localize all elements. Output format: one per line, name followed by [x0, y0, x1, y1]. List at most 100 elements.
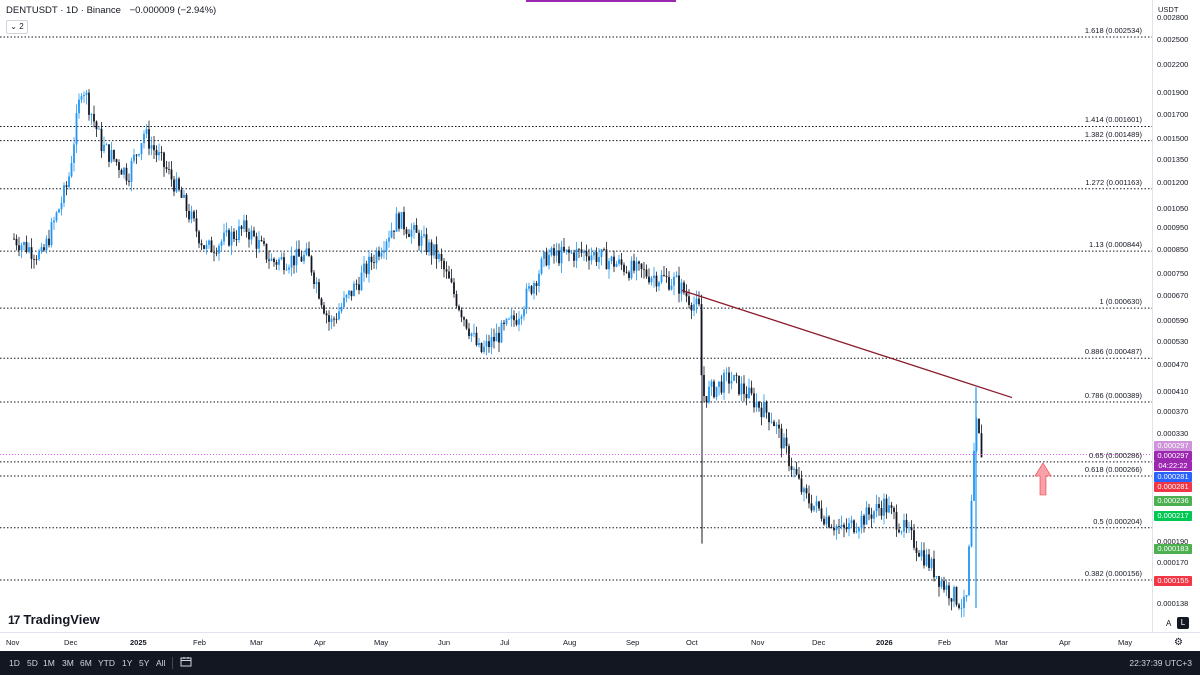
- range-button-1d[interactable]: 1D: [9, 658, 20, 668]
- range-button-5d[interactable]: 5D: [27, 658, 38, 668]
- currency-label[interactable]: USDT: [1158, 5, 1179, 14]
- price-tick-label: 0.000410: [1157, 386, 1189, 396]
- candle-body: [815, 501, 818, 506]
- candle-body: [200, 243, 203, 246]
- candle-body: [513, 315, 515, 321]
- candle-body: [933, 558, 935, 578]
- log-scale-button[interactable]: L: [1177, 617, 1189, 629]
- candle-body: [940, 580, 943, 587]
- candle-body: [938, 576, 940, 587]
- candle-body: [655, 275, 658, 287]
- candle-body: [425, 234, 428, 253]
- candle-body: [155, 150, 158, 156]
- candle-body: [880, 508, 883, 516]
- candle-body: [905, 519, 908, 528]
- candle-body: [310, 256, 313, 273]
- price-tick-label: 0.002500: [1157, 34, 1189, 44]
- candle-body: [288, 267, 290, 270]
- price-tick-label: 0.000590: [1157, 315, 1189, 325]
- candle-body: [33, 258, 35, 260]
- candle-body: [618, 259, 620, 264]
- candle-body: [685, 292, 688, 297]
- trendline[interactable]: [681, 289, 1013, 399]
- price-axis[interactable]: [1152, 0, 1200, 632]
- candle-body: [758, 401, 760, 408]
- range-button-1m[interactable]: 1M: [43, 658, 55, 668]
- range-button-3m[interactable]: 3M: [62, 658, 74, 668]
- candle-body: [108, 144, 110, 162]
- candle-body: [563, 246, 565, 252]
- candle-body: [463, 317, 465, 320]
- candle-body: [408, 233, 410, 237]
- candle-body: [498, 332, 500, 343]
- top-accent-bar: [526, 0, 676, 2]
- gear-icon[interactable]: ⚙: [1174, 637, 1183, 648]
- price-tick-label: 0.000530: [1157, 336, 1189, 346]
- candle-body: [798, 474, 800, 479]
- candle-body: [380, 252, 383, 257]
- candle-body: [378, 250, 380, 257]
- calendar-icon[interactable]: [180, 656, 192, 667]
- candle-body: [580, 249, 583, 253]
- candle-body: [658, 282, 660, 287]
- candle-body: [945, 585, 948, 590]
- candle-body: [398, 213, 400, 229]
- candle-body: [473, 332, 475, 334]
- candle-body: [848, 523, 850, 530]
- candle-body: [923, 550, 925, 566]
- candle-body: [850, 520, 853, 524]
- tradingview-logo[interactable]: 17 TradingView: [8, 612, 100, 627]
- range-button-6m[interactable]: 6M: [80, 658, 92, 668]
- candle-body: [130, 160, 133, 182]
- candle-body: [930, 558, 933, 568]
- price-tick-label: 0.000190: [1157, 536, 1189, 546]
- fib-level-label: 1.272 (0.001163): [1085, 177, 1142, 187]
- candle-body: [980, 433, 983, 458]
- candle-body: [863, 515, 865, 525]
- chart-area[interactable]: [0, 0, 1152, 632]
- candle-body: [878, 503, 880, 509]
- clock[interactable]: 22:37:39 UTC+3: [1129, 658, 1192, 668]
- candle-body: [240, 226, 243, 229]
- time-axis-label: Feb: [938, 638, 951, 647]
- time-axis[interactable]: [0, 632, 1200, 652]
- candle-body: [633, 260, 635, 271]
- candle-body: [935, 576, 938, 578]
- candle-body: [823, 518, 825, 525]
- candle-body: [603, 249, 605, 251]
- auto-scale-button[interactable]: A: [1166, 619, 1172, 628]
- candle-body: [738, 375, 740, 395]
- candle-body: [838, 526, 840, 528]
- range-button-ytd[interactable]: YTD: [98, 658, 115, 668]
- price-tick-label: 0.000750: [1157, 269, 1189, 279]
- up-arrow-icon[interactable]: [1034, 462, 1052, 496]
- price-badge: 0.000297: [1154, 451, 1192, 461]
- candle-body: [540, 258, 543, 274]
- range-button-5y[interactable]: 5Y: [139, 658, 150, 668]
- range-button-1y[interactable]: 1Y: [122, 658, 133, 668]
- time-axis-label: 2025: [130, 638, 147, 647]
- candle-body: [503, 322, 505, 324]
- candle-body: [910, 527, 913, 531]
- candle-body: [220, 241, 223, 246]
- candle-body: [313, 272, 315, 284]
- candle-body: [120, 169, 123, 175]
- candle-body: [750, 387, 753, 394]
- indicator-collapse-button[interactable]: ⌄ 2: [6, 20, 28, 34]
- candle-body: [468, 328, 470, 336]
- candle-body: [390, 230, 393, 238]
- candle-body: [63, 185, 65, 203]
- candle-body: [653, 275, 655, 279]
- candle-body: [128, 180, 130, 182]
- candle-body: [915, 547, 918, 553]
- candle-body: [388, 237, 390, 242]
- range-button-all[interactable]: All: [156, 658, 166, 668]
- candle-body: [433, 244, 435, 256]
- candle-body: [533, 283, 535, 294]
- candle-body: [843, 524, 845, 528]
- candle-body: [250, 230, 253, 240]
- symbol-title[interactable]: DENTUSDT · 1D · Binance: [6, 5, 121, 16]
- candle-body: [818, 501, 820, 509]
- candle-body: [445, 269, 448, 272]
- candle-body: [765, 401, 768, 413]
